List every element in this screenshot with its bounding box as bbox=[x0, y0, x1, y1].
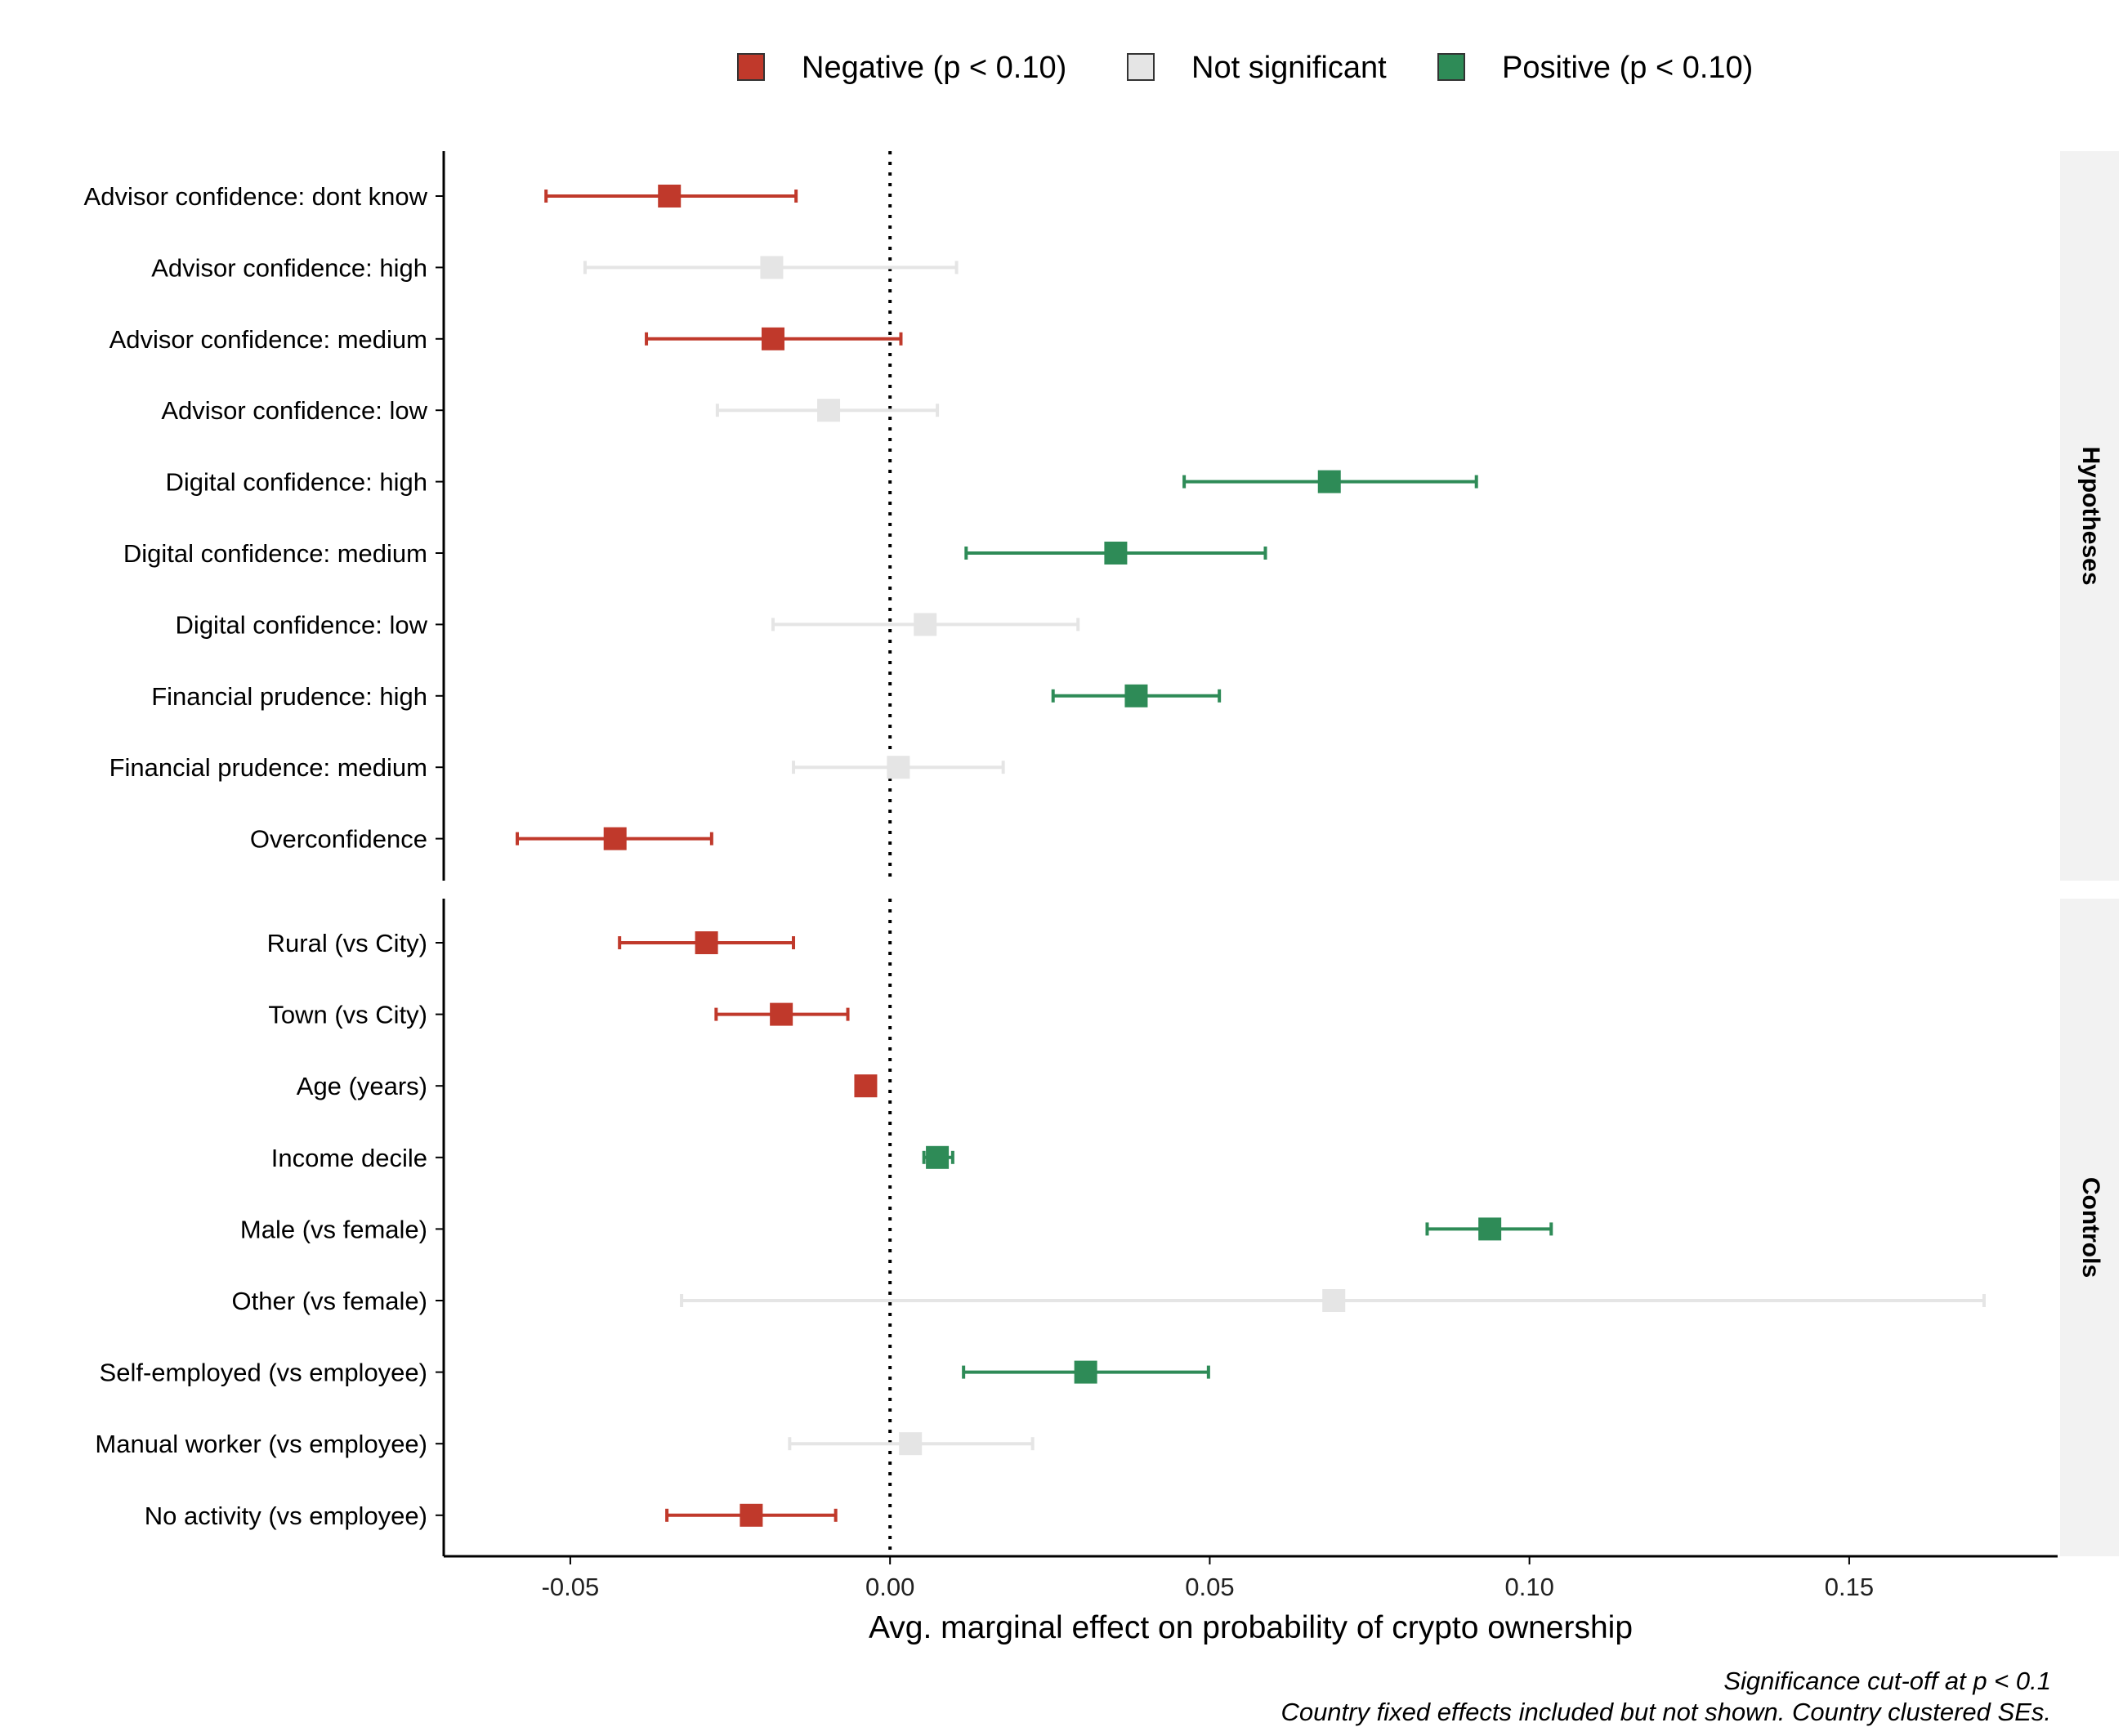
y-tick-label: Advisor confidence: medium bbox=[110, 325, 427, 354]
x-tick-label: 0.10 bbox=[1504, 1573, 1553, 1601]
x-tick-label: -0.05 bbox=[542, 1573, 600, 1601]
y-tick-label: Manual worker (vs employee) bbox=[95, 1430, 427, 1458]
y-tick-label: Age (years) bbox=[297, 1072, 427, 1100]
legend-swatch-ns bbox=[1127, 53, 1155, 81]
facet-strip-0 bbox=[2060, 151, 2119, 881]
y-tick-label: No activity (vs employee) bbox=[145, 1502, 427, 1530]
point-estimate bbox=[1124, 684, 1148, 707]
point-estimate bbox=[1074, 1360, 1097, 1384]
y-tick-label: Other (vs female) bbox=[232, 1287, 427, 1315]
x-tick-label: 0.05 bbox=[1185, 1573, 1234, 1601]
point-estimate bbox=[899, 1432, 923, 1456]
point-estimate bbox=[760, 256, 784, 279]
point-estimate bbox=[1317, 470, 1341, 493]
y-tick-label: Digital confidence: high bbox=[165, 468, 427, 497]
point-estimate bbox=[658, 185, 682, 208]
point-estimate bbox=[770, 1002, 793, 1026]
point-estimate bbox=[817, 399, 841, 422]
legend-swatch-pos bbox=[1437, 53, 1465, 81]
point-estimate bbox=[1478, 1217, 1502, 1241]
legend-swatch-neg bbox=[737, 53, 765, 81]
legend-label-ns: Not significant bbox=[1191, 51, 1387, 85]
y-tick-label: Advisor confidence: low bbox=[161, 396, 427, 425]
facet-label: Hypotheses bbox=[2077, 446, 2104, 585]
point-estimate bbox=[887, 756, 910, 779]
point-estimate bbox=[740, 1503, 763, 1527]
point-estimate bbox=[603, 827, 627, 850]
facet-label: Controls bbox=[2077, 1177, 2104, 1278]
caption-line: Country fixed effects included but not s… bbox=[1281, 1698, 2051, 1726]
x-axis-title: Avg. marginal effect on probability of c… bbox=[869, 1610, 1633, 1645]
y-tick-label: Digital confidence: medium bbox=[123, 539, 427, 568]
y-tick-label: Rural (vs City) bbox=[267, 929, 427, 957]
point-estimate bbox=[854, 1074, 878, 1098]
point-estimate bbox=[914, 613, 937, 636]
point-estimate bbox=[926, 1145, 950, 1169]
point-estimate bbox=[1104, 542, 1128, 565]
caption-line: Significance cut-off at p < 0.1 bbox=[1723, 1667, 2051, 1695]
point-estimate bbox=[761, 327, 784, 350]
y-tick-label: Town (vs City) bbox=[268, 1001, 427, 1029]
point-estimate bbox=[1322, 1289, 1346, 1312]
y-tick-label: Financial prudence: medium bbox=[110, 753, 427, 782]
y-tick-label: Income decile bbox=[271, 1144, 427, 1172]
legend-label-pos: Positive (p < 0.10) bbox=[1502, 51, 1753, 85]
point-estimate bbox=[695, 931, 718, 954]
legend-label-neg: Negative (p < 0.10) bbox=[802, 51, 1066, 85]
x-tick-label: 0.00 bbox=[865, 1573, 914, 1601]
x-tick-label: 0.15 bbox=[1825, 1573, 1874, 1601]
y-tick-label: Overconfidence bbox=[250, 825, 427, 854]
y-tick-label: Digital confidence: low bbox=[176, 610, 428, 639]
y-tick-label: Financial prudence: high bbox=[151, 682, 427, 711]
y-tick-label: Self-employed (vs employee) bbox=[100, 1359, 427, 1387]
y-tick-label: Male (vs female) bbox=[240, 1215, 427, 1243]
y-tick-label: Advisor confidence: dont know bbox=[84, 182, 428, 211]
y-tick-label: Advisor confidence: high bbox=[151, 253, 427, 282]
facet-strip-1 bbox=[2060, 899, 2119, 1556]
